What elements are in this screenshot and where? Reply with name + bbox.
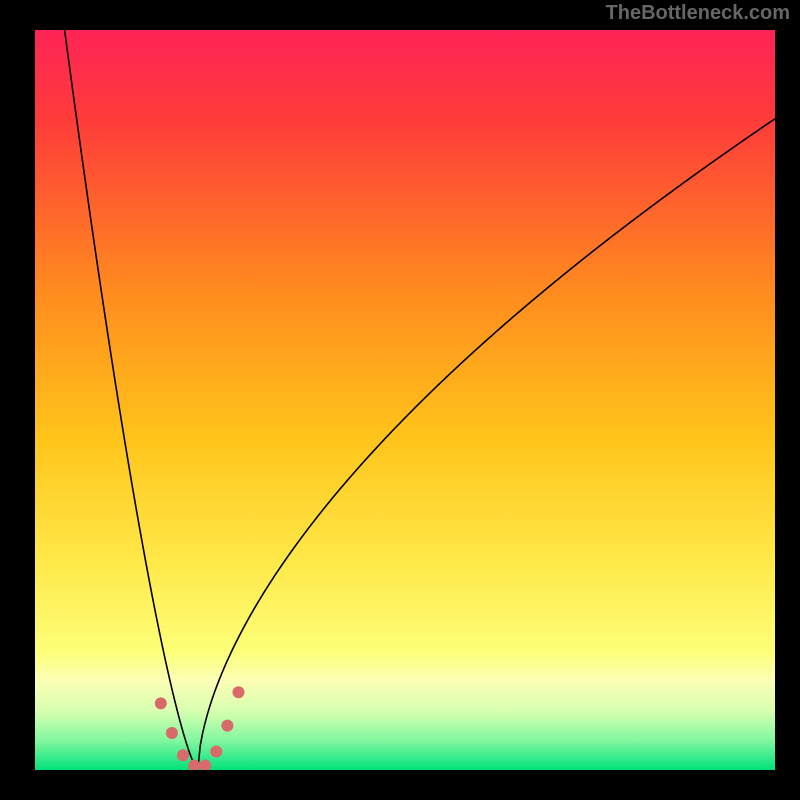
chart-area [35, 30, 775, 770]
data-marker [233, 686, 245, 698]
data-marker [166, 727, 178, 739]
chart-svg [35, 30, 775, 770]
data-marker [221, 720, 233, 732]
data-marker [210, 746, 222, 758]
watermark-text: TheBottleneck.com [606, 2, 790, 25]
gradient-background [35, 30, 775, 770]
data-marker [177, 749, 189, 761]
data-marker [155, 697, 167, 709]
